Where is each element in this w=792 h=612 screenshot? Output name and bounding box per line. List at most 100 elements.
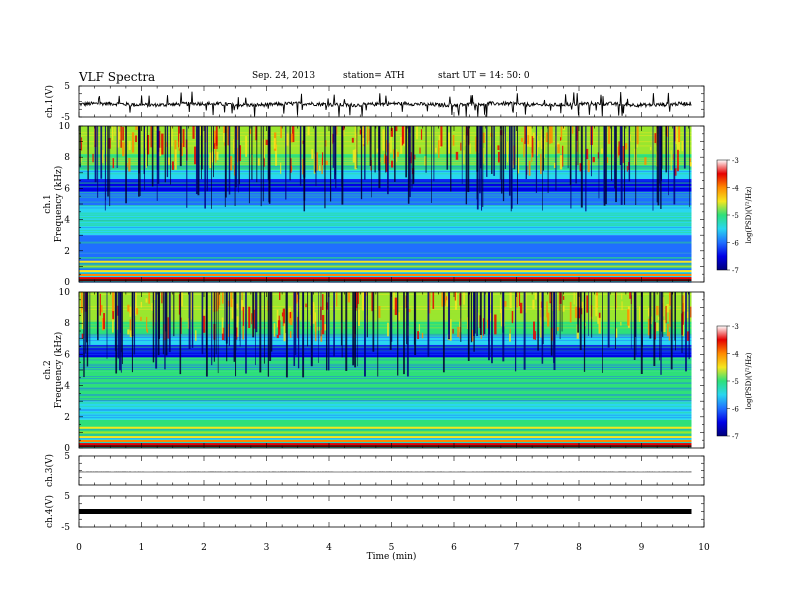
ch2_spec-spheric <box>269 292 272 362</box>
ch2_spec-spheric <box>448 292 451 340</box>
ch1_spec-spheric <box>658 126 661 184</box>
ch1_spec-hotspot <box>537 140 540 148</box>
ch2_spec-hotspot <box>546 312 550 327</box>
ch4_wave-y-tick-label: -5 <box>61 523 70 533</box>
ch2_spec-hotspot <box>112 311 115 320</box>
ch2_spec-hotspot <box>620 321 622 326</box>
ch2_spec-texture <box>79 294 692 295</box>
ch1_spec-spheric <box>234 126 236 207</box>
ch2_spec-hotspot <box>283 323 286 342</box>
ch2_spec-hotspot <box>584 322 586 327</box>
ch1_spec-texture <box>79 224 692 226</box>
ch2_spec-texture <box>79 309 692 311</box>
ch1_spec-hotspot <box>452 134 455 146</box>
ch1_spec-hotspot <box>482 132 485 144</box>
ch1_spec-spheric <box>405 126 407 178</box>
ch1_spec-hotspot <box>395 126 398 132</box>
ch2_spec-hotspot <box>195 330 197 341</box>
ch1_spec-texture <box>79 201 692 203</box>
ch1_spec-hotspot <box>236 126 239 140</box>
ch1_spec-hotspot <box>469 143 471 154</box>
ch2_spec-spheric <box>89 292 91 345</box>
ch2_spec-spheric <box>233 292 236 362</box>
ch2_spec-texture <box>79 394 692 396</box>
ch2_spec-spheric <box>165 292 168 356</box>
ch1_spec-colorbar-label: log(PSD)(V²/Hz) <box>745 186 753 243</box>
ch2_spec-spheric <box>662 292 664 337</box>
ch2_spec-texture <box>79 321 692 322</box>
ch1_spec-y-tick-label: 0 <box>64 278 70 288</box>
ch1_spec-hotspot <box>678 126 681 143</box>
ch2_spec-spheric <box>488 292 489 342</box>
ch1_spec-hotspot <box>440 126 443 147</box>
ch1_spec-y-tick-label: 8 <box>64 153 70 163</box>
ch2_spec-spheric <box>363 292 366 377</box>
ch1_spec-hotspot <box>150 126 152 148</box>
ch2_spec-spheric <box>97 292 99 341</box>
ch2_spec-texture <box>79 365 692 367</box>
ch1_spec-hotspot <box>245 135 248 157</box>
ch1_spec-spheric <box>179 126 182 167</box>
ch1_spec-hotspot <box>280 162 282 174</box>
ch2_spec-hotspot <box>569 301 572 323</box>
ch1_spec-hotspot <box>248 129 252 135</box>
ch1_spec-hotspot <box>559 137 562 141</box>
ch1_spec-hotspot <box>649 146 652 151</box>
ch2_spec-hotspot <box>371 292 373 312</box>
ch2_spec-texture <box>79 295 692 297</box>
ch2_spec-texture <box>79 420 692 421</box>
ch1_spec-hotspot <box>592 157 595 163</box>
ch1_spec-texture <box>79 180 692 182</box>
ch1_spec-hotspot <box>503 134 506 154</box>
ch1_spec-spheric <box>508 126 511 196</box>
ch1_spec-hotspot <box>466 126 469 136</box>
ch2_spec-hotspot <box>315 321 317 342</box>
ch1_spec-spheric <box>656 126 658 203</box>
ch2_spec-hotspot <box>253 309 255 329</box>
ch2_spec-spheric <box>318 292 319 363</box>
ch1_spec-spheric <box>329 126 332 202</box>
ch1_spec-spheric <box>425 126 427 173</box>
ch1_spec-hotspot <box>497 151 500 163</box>
ch1_spec-spheric <box>535 126 538 193</box>
ch2_spec-spheric <box>228 292 230 346</box>
ch2_spec-hotspot <box>281 312 284 317</box>
ch1_spec-hotspot <box>216 151 219 160</box>
ch1_spec-band <box>79 271 692 282</box>
ch1_spec-spheric <box>635 126 637 205</box>
ch2_spec-texture <box>79 335 692 336</box>
ch2_spec-hotspot <box>167 317 169 339</box>
ch1_spec-texture <box>79 223 692 224</box>
ch1_spec-texture <box>79 205 692 207</box>
ch1_spec-hotspot <box>672 154 675 160</box>
ch1_spec-hotspot <box>624 142 628 150</box>
ch1_spec-spheric <box>689 126 690 208</box>
ch1_spec-hotspot <box>81 137 83 151</box>
ch2_spec-colorbar-tick-label: -5 <box>732 378 739 386</box>
ch2_spec-spheric <box>473 292 475 337</box>
ch1_spec-hotspot <box>532 132 535 138</box>
ch2_spec-texture <box>79 434 692 436</box>
ch2_spec-spheric <box>479 292 482 335</box>
ch2_spec-texture <box>79 320 692 322</box>
ch1_wave-trace <box>78 91 692 117</box>
ch1_spec-spheric <box>100 126 103 179</box>
ch2_spec-hotspot <box>428 292 431 303</box>
ch1_spec-spheric <box>146 126 148 167</box>
ch2_spec-hotspot <box>127 329 130 335</box>
ch2_spec-hotspot <box>296 292 299 302</box>
ch2_spec-texture <box>79 336 692 338</box>
ch1_spec-hotspot <box>321 158 323 175</box>
ch1_spec-y-tick-label: 2 <box>64 247 70 257</box>
ch1_spec-spheric <box>238 126 240 193</box>
ch2_spec-hotspot <box>153 292 156 301</box>
ch1_spec-hotspot <box>540 137 544 146</box>
ch1_spec-colorbar-tick-label: -4 <box>732 185 739 193</box>
ch2_spec-hotspot <box>540 317 542 338</box>
ch2_spec-hotspot <box>378 306 381 318</box>
ch2_spec-hotspot <box>251 313 253 325</box>
ch1_spec-hotspot <box>192 126 195 139</box>
ch2_spec-spheric <box>635 292 637 356</box>
ch2_spec-y-tick-label: 4 <box>64 382 70 392</box>
ch1_spec-hotspot <box>352 149 355 163</box>
